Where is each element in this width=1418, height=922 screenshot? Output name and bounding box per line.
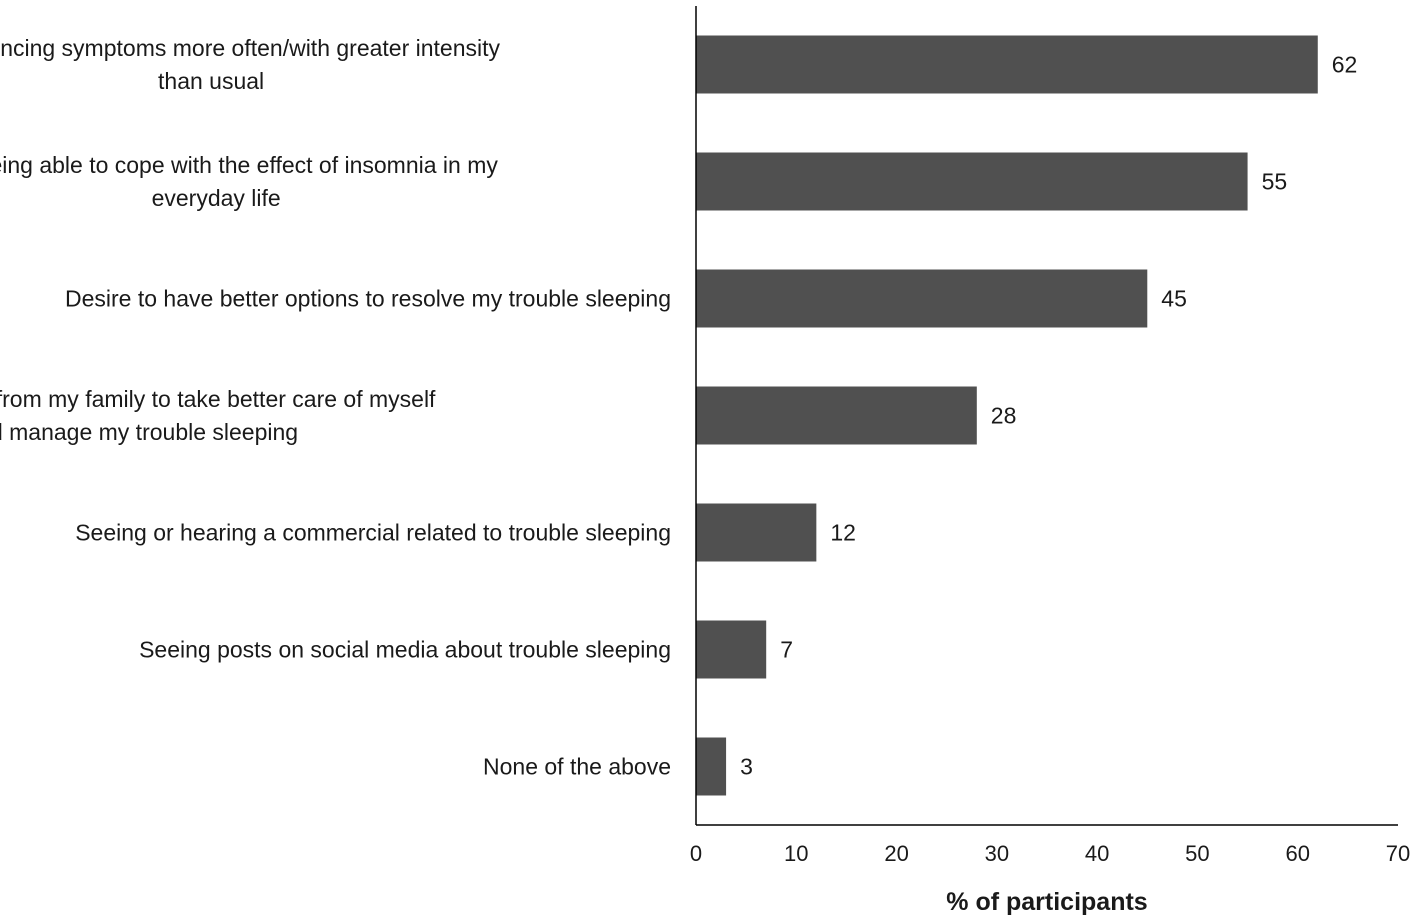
x-tick-label-30: 30 — [985, 841, 1009, 866]
x-tick-label-20: 20 — [884, 841, 908, 866]
data-label-6: 7 — [780, 637, 793, 663]
x-tick-label-60: 60 — [1285, 841, 1309, 866]
x-tick-label-40: 40 — [1085, 841, 1109, 866]
category-label-line: Seeing or hearing a commercial related t… — [75, 520, 671, 546]
data-label-5: 12 — [830, 520, 856, 546]
x-axis-title: % of participants — [946, 888, 1147, 916]
category-labels-group: Experiencing symptoms more often/with gr… — [0, 35, 671, 780]
category-label-line: None of the above — [483, 754, 671, 780]
bar-7 — [696, 737, 727, 796]
category-label-line: and manage my trouble sleeping — [0, 419, 298, 445]
category-label-5: Seeing or hearing a commercial related t… — [75, 520, 671, 546]
x-tick-label-50: 50 — [1185, 841, 1209, 866]
category-label-line: Seeing posts on social media about troub… — [139, 637, 671, 663]
x-tick-labels-group: 0 10 20 30 40 50 60 70 — [690, 841, 1410, 866]
data-label-1: 62 — [1332, 52, 1358, 78]
bar-1 — [696, 35, 1318, 94]
bar-3 — [696, 269, 1148, 328]
bar-2 — [696, 152, 1248, 211]
category-label-6: Seeing posts on social media about troub… — [139, 637, 671, 663]
data-label-2: 55 — [1262, 169, 1288, 195]
category-label-1: Experiencing symptoms more often/with gr… — [0, 35, 501, 94]
bar-4 — [696, 386, 977, 445]
bar-5 — [696, 503, 817, 562]
category-label-line: everyday life — [152, 185, 281, 211]
category-label-2: Not being able to cope with the effect o… — [0, 152, 498, 211]
x-tick-label-0: 0 — [690, 841, 702, 866]
x-tick-label-10: 10 — [784, 841, 808, 866]
category-label-line: Desire to have better options to resolve… — [65, 286, 671, 312]
category-label-3: Desire to have better options to resolve… — [65, 286, 671, 312]
data-labels-group: 62 55 45 28 12 7 3 — [740, 52, 1357, 780]
data-label-3: 45 — [1161, 286, 1187, 312]
category-label-line: than usual — [158, 68, 264, 94]
category-label-line: Not being able to cope with the effect o… — [0, 152, 498, 178]
category-label-7: None of the above — [483, 754, 671, 780]
data-label-7: 3 — [740, 754, 753, 780]
category-label-line: Encouragement from my family to take bet… — [0, 386, 436, 412]
category-label-line: Experiencing symptoms more often/with gr… — [0, 35, 501, 61]
x-tick-label-70: 70 — [1386, 841, 1410, 866]
bars-group — [696, 35, 1318, 796]
bar-6 — [696, 620, 767, 679]
data-label-4: 28 — [991, 403, 1017, 429]
category-label-4: Encouragement from my family to take bet… — [0, 386, 436, 445]
